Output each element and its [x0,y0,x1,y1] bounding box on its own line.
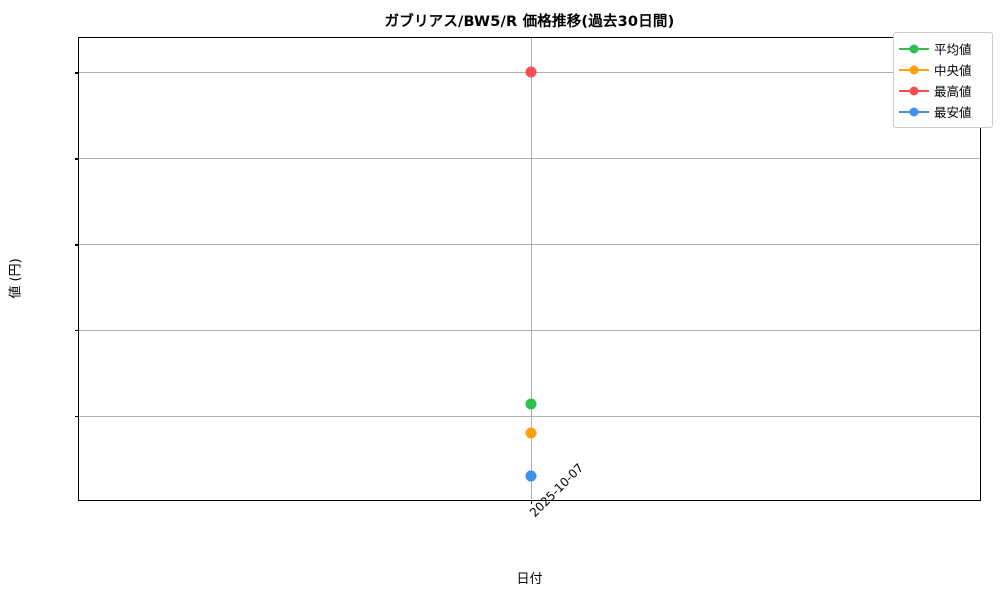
legend-item-label: 最安値 [934,105,972,120]
legend-item[interactable]: 中央値 [899,59,986,80]
legend-item[interactable]: 平均値 [899,38,986,59]
x-gridline [530,38,532,500]
legend-item-label: 平均値 [934,42,972,57]
legend-item[interactable]: 最安値 [899,101,986,122]
plot-area: 100020003000400050002025-10-07 [75,37,981,520]
y-gridline [79,330,980,332]
chart-title: ガブリアス/BW5/R 価格推移(過去30日間) [384,14,675,30]
x-tick-mark [530,500,532,504]
data-point-中央値 [525,427,536,439]
chart-legend: 平均値中央値最高値最安値 [893,32,993,128]
y-gridline [79,244,980,246]
legend-item-label: 中央値 [934,63,972,78]
x-tick-label: 2025-10-07 [526,460,586,520]
legend-marker-icon [899,106,929,117]
legend-marker-icon [899,85,929,96]
y-tick-mark [75,244,79,246]
y-axis-label: 値 (円) [8,258,24,299]
x-axis-label: 日付 [516,572,543,587]
y-tick-mark [75,158,79,160]
data-point-平均値 [525,398,536,410]
data-point-最安値 [525,470,536,482]
legend-item-label: 最高値 [934,84,972,99]
y-tick-mark [75,416,79,418]
legend-marker-icon [899,43,929,54]
y-gridline [79,416,980,418]
legend-marker-icon [899,64,929,75]
y-tick-mark [75,72,79,74]
legend-item[interactable]: 最高値 [899,80,986,101]
y-tick-mark [75,330,79,332]
y-gridline [79,158,980,160]
data-point-最高値 [525,66,536,78]
